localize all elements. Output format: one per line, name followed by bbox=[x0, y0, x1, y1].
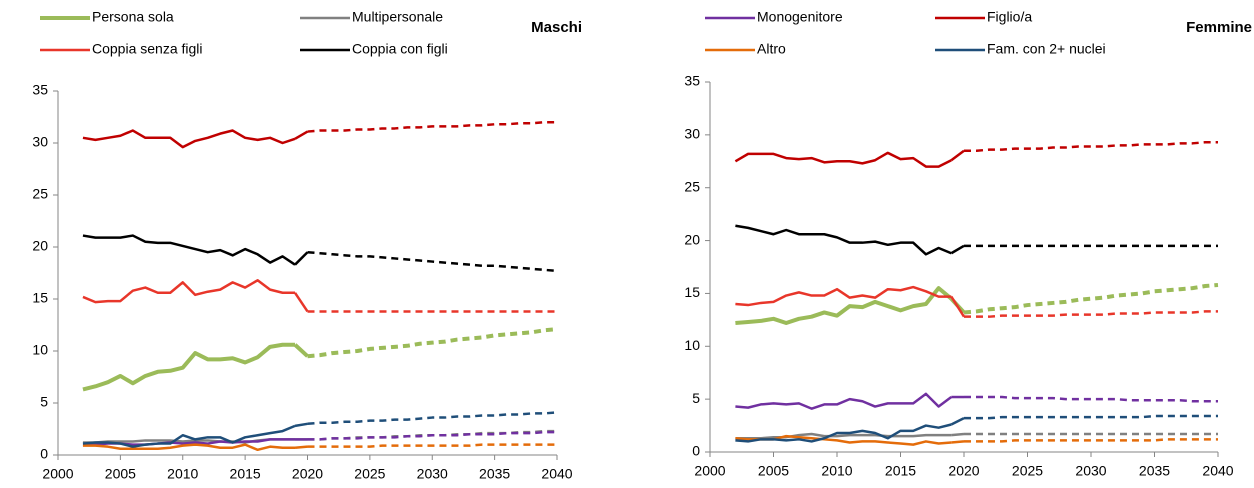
x-tick-label: 2020 bbox=[948, 463, 979, 479]
chart-title: Maschi bbox=[531, 19, 582, 36]
x-tick-label: 2000 bbox=[694, 463, 725, 479]
line-series bbox=[82, 129, 296, 149]
connector bbox=[951, 440, 965, 444]
line-series bbox=[82, 443, 296, 452]
y-tick-label: 15 bbox=[684, 284, 700, 300]
connector bbox=[950, 244, 965, 255]
y-tick-label: 35 bbox=[684, 73, 700, 89]
x-tick-label: 2025 bbox=[1012, 463, 1043, 479]
projection-series bbox=[307, 430, 557, 441]
x-tick-label: 2020 bbox=[292, 466, 323, 482]
y-tick-label: 25 bbox=[684, 178, 700, 194]
legend-label: Multipersonale bbox=[352, 9, 443, 25]
connector bbox=[950, 295, 966, 318]
x-tick-label: 2040 bbox=[541, 466, 572, 482]
legend-label: Figlio/a bbox=[987, 9, 1032, 25]
y-tick-label: 5 bbox=[40, 394, 48, 410]
line-series bbox=[735, 285, 952, 307]
y-tick-label: 10 bbox=[32, 342, 48, 358]
line-series bbox=[735, 432, 952, 440]
projection-series bbox=[307, 327, 558, 359]
projection-series bbox=[307, 443, 557, 448]
connector bbox=[950, 417, 965, 426]
projection-series bbox=[964, 141, 1218, 152]
line-series bbox=[82, 234, 296, 266]
y-tick-label: 30 bbox=[684, 126, 700, 142]
legend-label: Monogenitore bbox=[757, 9, 843, 25]
legend-label: Persona sola bbox=[92, 9, 174, 25]
chart-title: Femmine bbox=[1186, 19, 1252, 36]
x-tick-label: 2030 bbox=[417, 466, 448, 482]
connector bbox=[293, 343, 309, 358]
legend-label: Coppia senza figli bbox=[92, 41, 203, 57]
x-tick-label: 2005 bbox=[758, 463, 789, 479]
connector bbox=[293, 292, 309, 313]
y-tick-label: 0 bbox=[40, 446, 48, 462]
projection-series bbox=[307, 120, 557, 133]
legend-label: Coppia con figli bbox=[352, 41, 448, 57]
y-tick-label: 10 bbox=[684, 337, 700, 353]
x-tick-label: 2015 bbox=[230, 466, 261, 482]
projection-series bbox=[307, 250, 558, 273]
x-tick-label: 2010 bbox=[821, 463, 852, 479]
x-tick-label: 2030 bbox=[1075, 463, 1106, 479]
x-tick-label: 2040 bbox=[1202, 463, 1233, 479]
y-tick-label: 20 bbox=[32, 238, 48, 254]
connector bbox=[951, 432, 965, 437]
connector bbox=[294, 422, 308, 428]
y-tick-label: 0 bbox=[692, 443, 700, 459]
line-series bbox=[735, 224, 952, 256]
y-tick-label: 30 bbox=[32, 134, 48, 150]
line-series bbox=[82, 342, 296, 392]
connector bbox=[950, 149, 965, 162]
line-series bbox=[82, 424, 296, 448]
legend-label: Fam. con 2+ nuclei bbox=[987, 41, 1106, 57]
projection-series bbox=[964, 310, 1218, 318]
y-tick-label: 35 bbox=[32, 82, 48, 98]
y-tick-label: 15 bbox=[32, 290, 48, 306]
y-tick-label: 5 bbox=[692, 390, 700, 406]
connector bbox=[294, 445, 308, 449]
connector bbox=[294, 130, 309, 140]
projection-series bbox=[963, 282, 1219, 315]
y-tick-label: 20 bbox=[684, 231, 700, 247]
projection-series bbox=[307, 411, 558, 426]
x-tick-label: 2025 bbox=[354, 466, 385, 482]
projection-series bbox=[964, 395, 1218, 403]
line-series bbox=[735, 392, 953, 410]
x-tick-label: 2015 bbox=[885, 463, 916, 479]
x-tick-label: 2000 bbox=[42, 466, 73, 482]
x-tick-label: 2035 bbox=[1139, 463, 1170, 479]
y-tick-label: 25 bbox=[32, 186, 48, 202]
projection-series bbox=[964, 414, 1218, 420]
line-series bbox=[734, 151, 952, 168]
line-series bbox=[735, 286, 953, 326]
legend-label: Altro bbox=[757, 41, 786, 57]
connector bbox=[294, 251, 309, 266]
projection-series bbox=[964, 438, 1218, 443]
line-series bbox=[735, 423, 952, 443]
x-tick-label: 2005 bbox=[105, 466, 136, 482]
x-tick-label: 2035 bbox=[479, 466, 510, 482]
line-series bbox=[82, 279, 296, 304]
x-tick-label: 2010 bbox=[167, 466, 198, 482]
